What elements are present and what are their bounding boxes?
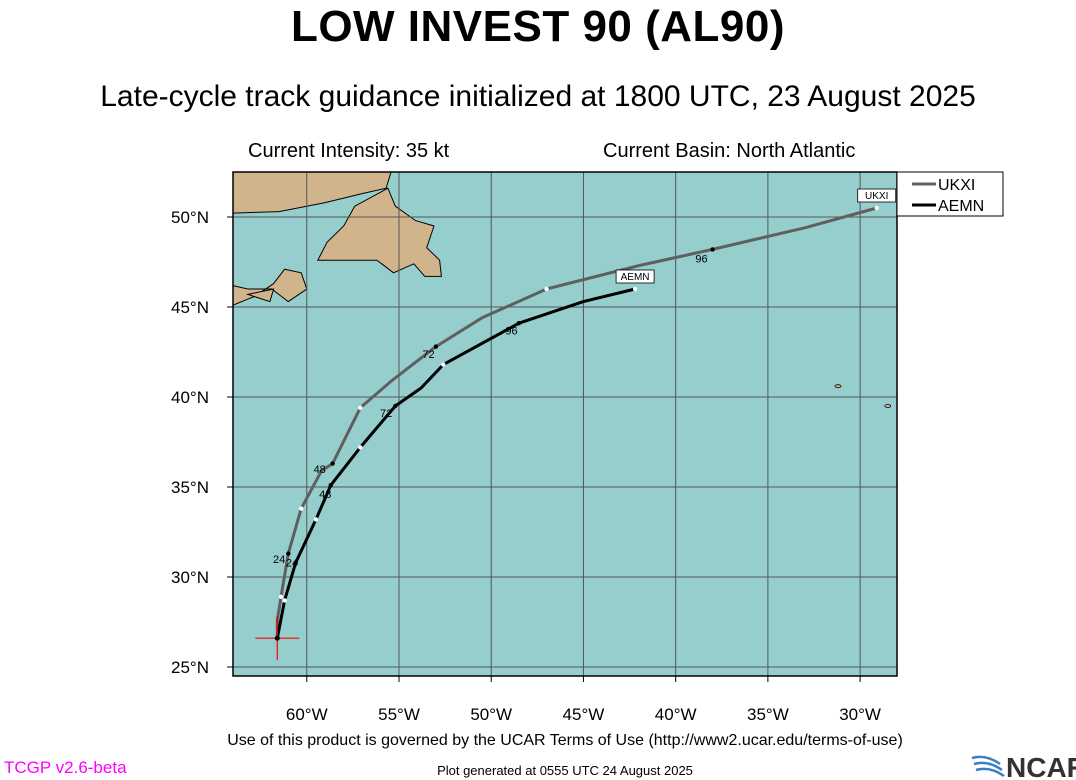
track-point bbox=[516, 321, 522, 326]
island-0 bbox=[834, 384, 842, 389]
track-point bbox=[282, 598, 287, 603]
y-tick-label: 30°N bbox=[171, 568, 209, 587]
forecast-hour-label: 48 bbox=[319, 489, 331, 501]
track-point bbox=[358, 445, 363, 450]
forecast-hour-label: 96 bbox=[695, 253, 707, 265]
track-point bbox=[328, 483, 333, 488]
track-point bbox=[286, 551, 291, 556]
current-basin: Current Basin: North Atlantic bbox=[603, 140, 856, 162]
x-tick-label: 40°W bbox=[655, 705, 697, 724]
island-1 bbox=[884, 404, 892, 408]
y-tick-label: 40°N bbox=[171, 388, 209, 407]
end-label: UKXI bbox=[865, 191, 888, 202]
legend-label: UKXI bbox=[938, 177, 975, 194]
generated-timestamp: Plot generated at 0555 UTC 24 August 202… bbox=[437, 763, 693, 778]
legend: UKXI AEMN bbox=[896, 171, 1004, 217]
track-line-aemn bbox=[275, 287, 636, 639]
track-line-ukxi bbox=[275, 206, 878, 639]
y-tick-label: 50°N bbox=[171, 208, 209, 227]
track-point bbox=[632, 286, 638, 292]
x-tick-label: 60°W bbox=[286, 705, 328, 724]
ncar-logo-text: NCAR bbox=[1006, 752, 1076, 780]
x-tick-label: 50°W bbox=[470, 705, 512, 724]
version-label: TCGP v2.6-beta bbox=[4, 758, 127, 777]
track-point bbox=[358, 405, 363, 410]
plot-frame bbox=[232, 171, 898, 677]
map-grid bbox=[233, 172, 897, 676]
track-lines: 24 48 72 96 UKXI 24 48 72 96 AEMN bbox=[255, 188, 897, 661]
x-tick-label: 35°W bbox=[747, 705, 789, 724]
y-tick-label: 45°N bbox=[171, 298, 209, 317]
forecast-hour-label: 72 bbox=[380, 408, 392, 420]
y-tick-label: 25°N bbox=[171, 658, 209, 677]
forecast-hour-label: 72 bbox=[422, 349, 434, 361]
end-label: AEMN bbox=[621, 272, 650, 283]
ncar-logo: NCAR bbox=[971, 752, 1076, 780]
track-point bbox=[313, 517, 319, 522]
track-point bbox=[293, 560, 298, 565]
legend-box bbox=[896, 171, 1004, 217]
track-point bbox=[544, 286, 549, 292]
terms-of-use: Use of this product is governed by the U… bbox=[227, 732, 903, 749]
track-point bbox=[874, 205, 879, 211]
storm-position-point bbox=[274, 635, 280, 641]
forecast-hour-label: 48 bbox=[314, 464, 326, 476]
x-tick-label: 55°W bbox=[378, 705, 420, 724]
track-point bbox=[393, 403, 398, 409]
end-label-box bbox=[615, 269, 655, 284]
track-map: 24 48 72 96 UKXI 24 48 72 96 AEMN 60°W 55°W 50°W 45°… bbox=[171, 171, 1004, 724]
x-tick-label: 30°W bbox=[839, 705, 881, 724]
end-label-box bbox=[857, 188, 897, 203]
forecast-hour-label: 24 bbox=[286, 558, 298, 570]
track-point bbox=[278, 594, 284, 599]
landmass-2 bbox=[233, 268, 308, 306]
landmass-3 bbox=[245, 288, 275, 303]
legend-label: AEMN bbox=[938, 198, 984, 215]
current-intensity: Current Intensity: 35 kt bbox=[248, 140, 450, 162]
land-masses bbox=[233, 172, 915, 424]
track-point bbox=[441, 362, 446, 367]
track-point bbox=[710, 247, 715, 252]
island-2 bbox=[898, 419, 904, 422]
forecast-hour-label: 24 bbox=[273, 554, 285, 566]
landmass-1 bbox=[316, 187, 442, 277]
ncar-swoosh-icon bbox=[971, 755, 1005, 778]
forecast-hour-label: 96 bbox=[505, 325, 517, 337]
page-title: LOW INVEST 90 (AL90) bbox=[290, 2, 786, 51]
track-point bbox=[330, 461, 335, 466]
island-3 bbox=[909, 421, 915, 424]
y-tick-label: 35°N bbox=[171, 478, 209, 497]
track-point bbox=[299, 506, 304, 511]
track-point bbox=[433, 344, 439, 349]
x-tick-label: 45°W bbox=[563, 705, 605, 724]
page-subtitle: Late-cycle track guidance initialized at… bbox=[100, 80, 976, 113]
axis-ticks: 60°W 55°W 50°W 45°W 40°W 35°W 30°W 25°N 30°N 35°N… bbox=[171, 208, 881, 724]
